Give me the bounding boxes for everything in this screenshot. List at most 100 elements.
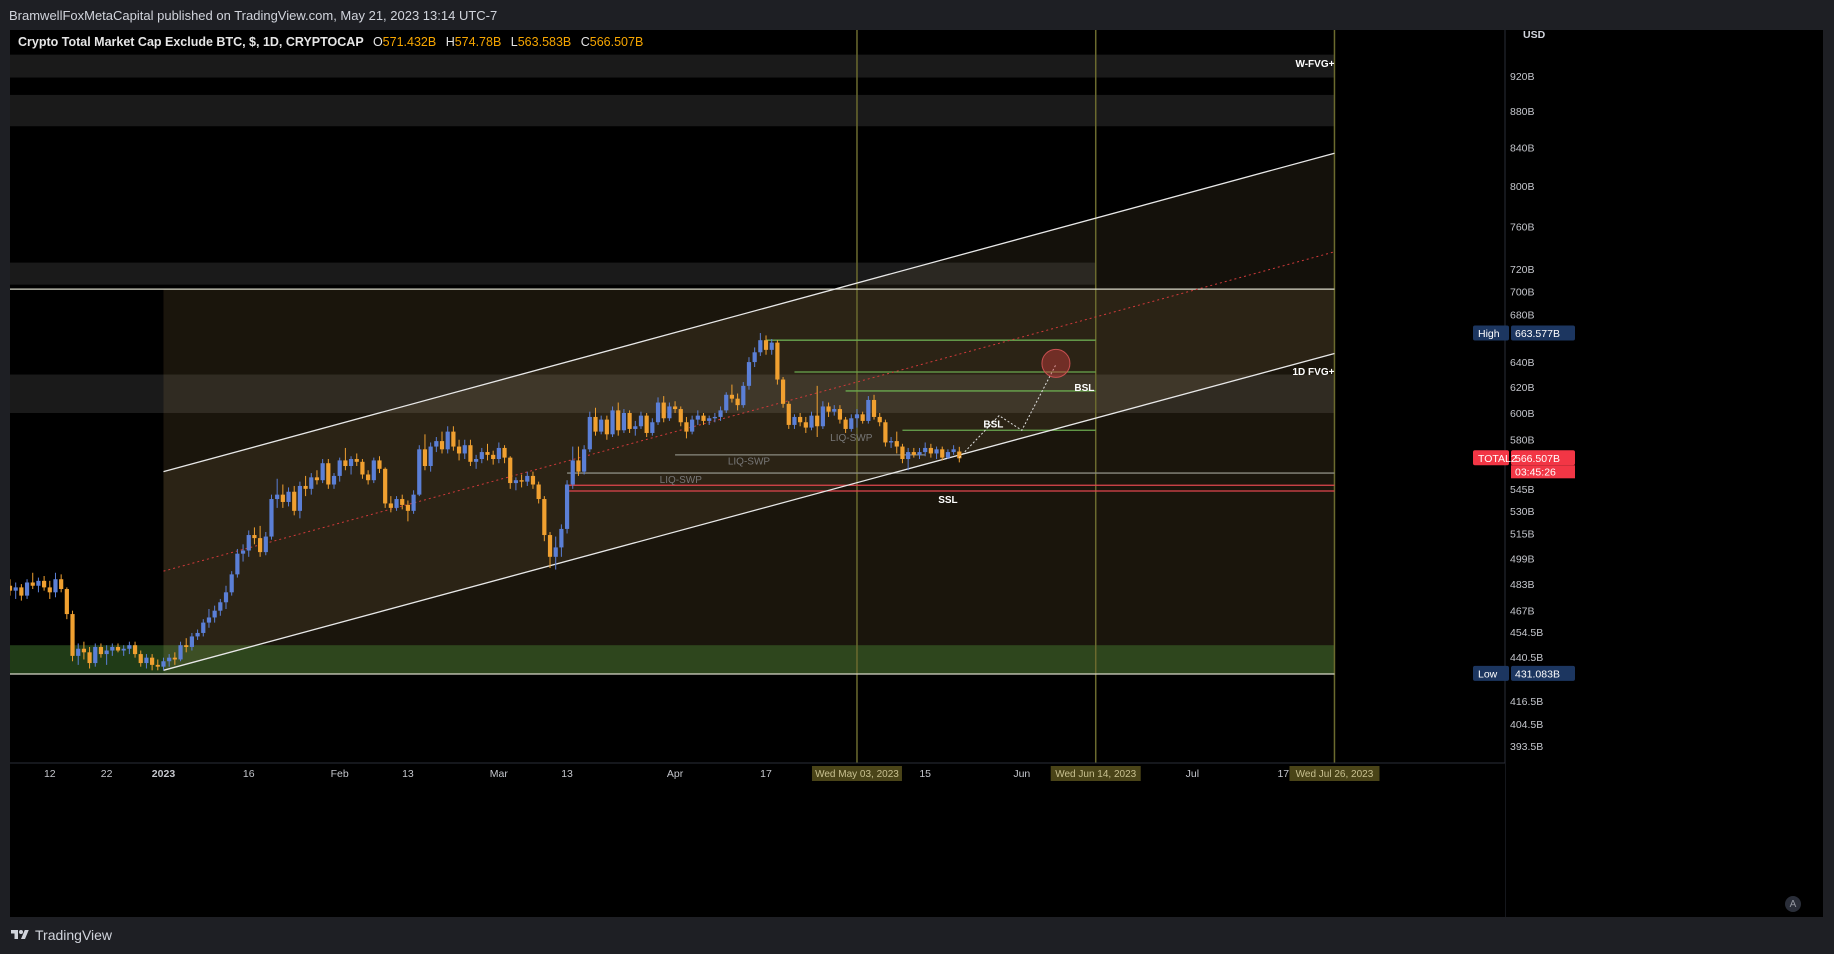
auto-scale-button[interactable]: A bbox=[1785, 896, 1801, 912]
candle-body-81 bbox=[468, 445, 473, 462]
candle-body-128 bbox=[735, 398, 740, 406]
x-tick-label-6: Mar bbox=[490, 768, 509, 780]
channel-lower-line bbox=[163, 352, 1335, 671]
legend-open-value: 571.432B bbox=[382, 35, 437, 49]
candle-body-36 bbox=[212, 610, 217, 618]
chart-area[interactable]: W-FVG+ 1D FVG+ BSL BSL SSL LIQ-SWP LIQ-SWP LIQ-… bbox=[10, 30, 1823, 917]
x-tick-label-15: 17 bbox=[1277, 768, 1289, 780]
y-tick-label-21: 404.5B bbox=[1510, 719, 1543, 731]
zone-gray-1 bbox=[10, 94, 1335, 127]
candle-body-82 bbox=[474, 459, 479, 462]
candle-body-166 bbox=[951, 449, 956, 453]
y-tick-label-17: 467B bbox=[1510, 606, 1535, 618]
candle-body-44 bbox=[258, 538, 263, 553]
candle-body-150 bbox=[860, 414, 865, 421]
candle-body-86 bbox=[496, 447, 501, 460]
candle-body-13 bbox=[81, 648, 86, 653]
candle-body-80 bbox=[462, 445, 467, 454]
candle-body-112 bbox=[644, 415, 649, 433]
candle-body-33 bbox=[195, 632, 200, 637]
candle-body-55 bbox=[320, 463, 325, 481]
projection-path bbox=[958, 364, 1057, 458]
candle-body-110 bbox=[633, 426, 638, 429]
zone-gray-0 bbox=[10, 54, 1335, 78]
candle-body-78 bbox=[451, 431, 456, 447]
candle-body-50 bbox=[292, 491, 297, 511]
candle-body-7 bbox=[47, 587, 52, 593]
candle-body-153 bbox=[877, 416, 882, 423]
zone-brown-4 bbox=[163, 289, 1335, 674]
candle-body-136 bbox=[780, 379, 786, 404]
y-tick-label-0: 920B bbox=[1510, 71, 1535, 83]
candle-body-119 bbox=[684, 422, 689, 432]
candle-body-137 bbox=[786, 403, 791, 425]
candle-body-165 bbox=[945, 452, 951, 458]
candle-body-87 bbox=[502, 447, 507, 458]
candle-body-58 bbox=[337, 460, 342, 476]
y-tick-label-12: 545B bbox=[1510, 484, 1535, 496]
candle-body-89 bbox=[513, 480, 519, 484]
legend-high-label: H bbox=[445, 35, 455, 49]
annotation-bsl-3: BSL bbox=[983, 420, 1003, 431]
y-tick-label-5: 720B bbox=[1510, 264, 1535, 276]
candle-body-111 bbox=[638, 415, 644, 427]
candle-body-53 bbox=[309, 477, 314, 489]
candle-body-127 bbox=[729, 394, 735, 399]
candle-body-117 bbox=[672, 406, 678, 410]
x-tick-label-11: 15 bbox=[919, 768, 931, 780]
candle-body-23 bbox=[138, 654, 143, 664]
marker-date-bg-0 bbox=[811, 766, 902, 781]
candle-body-25 bbox=[150, 657, 155, 665]
tradingview-brand[interactable]: TradingView bbox=[10, 927, 112, 943]
tradingview-logo-icon bbox=[11, 930, 29, 939]
low-tag-label: Low bbox=[1478, 668, 1498, 680]
candle-body-122 bbox=[701, 415, 706, 421]
candle-body-94 bbox=[542, 499, 547, 536]
candle-body-142 bbox=[815, 415, 820, 427]
candle-body-0 bbox=[10, 585, 13, 591]
candle-body-41 bbox=[240, 550, 246, 554]
candle-body-30 bbox=[178, 645, 183, 660]
legend-low-value: 563.583B bbox=[517, 35, 572, 49]
candle-body-75 bbox=[434, 441, 439, 447]
x-tick-label-2: 2023 bbox=[152, 768, 176, 780]
last-price-tag-value: 566.507B bbox=[1515, 453, 1560, 465]
candle-body-42 bbox=[246, 535, 251, 551]
candles-group bbox=[10, 333, 962, 671]
candle-body-43 bbox=[252, 535, 257, 539]
x-tick-label-5: 13 bbox=[402, 768, 414, 780]
candle-body-121 bbox=[695, 415, 700, 420]
candle-body-146 bbox=[837, 409, 843, 420]
price-chart[interactable]: W-FVG+ 1D FVG+ BSL BSL SSL LIQ-SWP LIQ-SWP LIQ-… bbox=[10, 30, 1823, 917]
candle-body-113 bbox=[650, 422, 655, 433]
annotation-liq-swp-7: LIQ-SWP bbox=[830, 433, 873, 444]
candle-body-102 bbox=[587, 416, 592, 450]
candle-body-5 bbox=[36, 580, 41, 586]
candle-body-93 bbox=[536, 484, 541, 500]
candle-body-47 bbox=[275, 494, 280, 500]
annotation-1d-fvg--1: 1D FVG+ bbox=[1292, 367, 1334, 378]
candle-body-32 bbox=[189, 636, 195, 647]
high-tag-value: 663.577B bbox=[1515, 328, 1560, 340]
candle-body-144 bbox=[826, 406, 831, 412]
candle-body-2 bbox=[19, 587, 24, 596]
candle-body-129 bbox=[741, 385, 746, 406]
low-tag-value-bg bbox=[1511, 665, 1575, 681]
candle-body-56 bbox=[326, 463, 331, 485]
candle-body-91 bbox=[525, 475, 530, 482]
candle-body-46 bbox=[269, 499, 274, 537]
candle-body-130 bbox=[746, 362, 752, 386]
candle-body-116 bbox=[667, 406, 672, 419]
y-tick-label-14: 515B bbox=[1510, 529, 1535, 541]
candle-body-12 bbox=[76, 648, 81, 656]
y-axis-unit: USD bbox=[1523, 30, 1546, 41]
y-tick-label-7: 680B bbox=[1510, 309, 1535, 321]
y-tick-label-3: 800B bbox=[1510, 181, 1535, 193]
candle-body-38 bbox=[223, 592, 229, 603]
candle-body-69 bbox=[400, 499, 405, 505]
last-price-tag-value-bg bbox=[1511, 450, 1575, 466]
candle-body-34 bbox=[201, 622, 206, 633]
candle-body-141 bbox=[809, 415, 814, 428]
candle-body-73 bbox=[422, 449, 428, 467]
legend-open-label: O bbox=[372, 35, 383, 49]
